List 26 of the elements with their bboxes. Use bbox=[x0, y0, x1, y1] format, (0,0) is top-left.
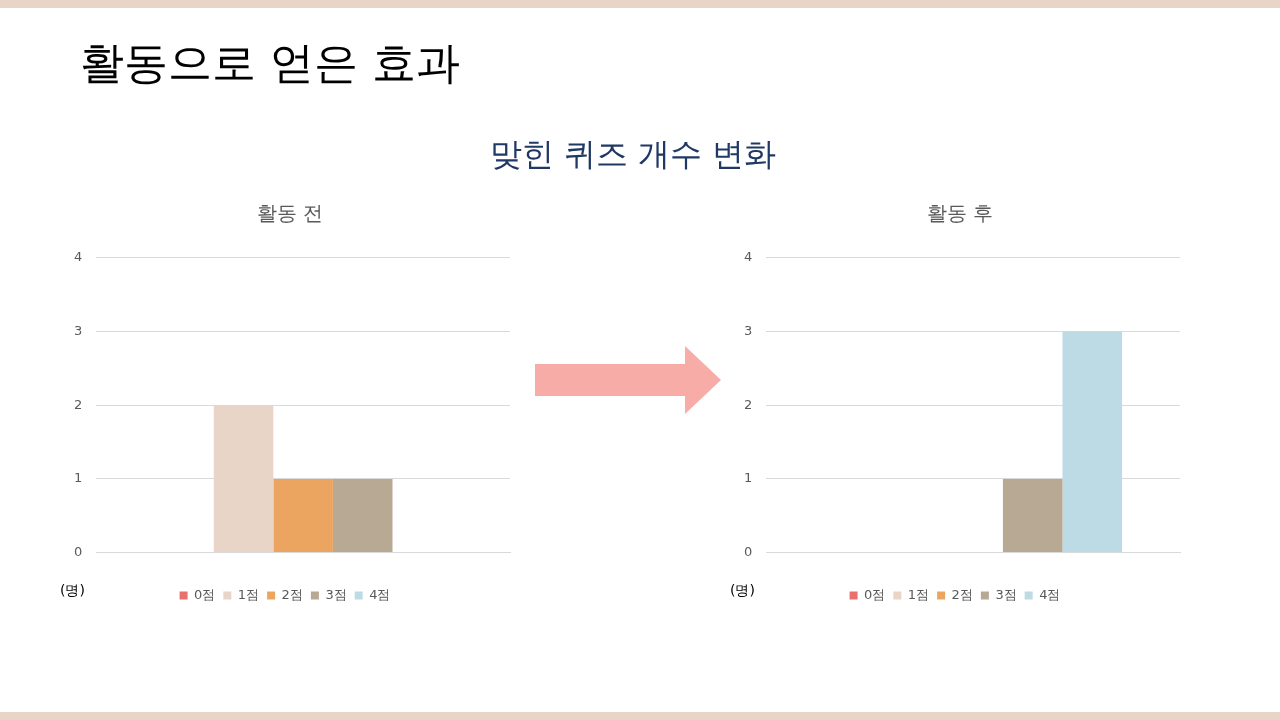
text: 활동으로 얻은 효과 bbox=[80, 36, 460, 90]
y-tick-label: 2 bbox=[743, 396, 753, 412]
y-tick-label: 0 bbox=[73, 543, 83, 559]
legend-label: 2점 bbox=[951, 586, 973, 602]
chart-title: 활동 후 bbox=[925, 200, 995, 227]
y-tick-label: 3 bbox=[743, 322, 753, 338]
legend-label: 4점 bbox=[1039, 586, 1061, 602]
chart-title: 활동 전 bbox=[255, 200, 325, 227]
legend-label: 3점 bbox=[995, 586, 1017, 602]
legend-label: 3점 bbox=[325, 586, 347, 602]
legend-label: 0점 bbox=[194, 586, 216, 602]
legend-label: 1점 bbox=[237, 586, 260, 602]
y-tick-label: 4 bbox=[73, 249, 83, 265]
y-axis-title: (명) bbox=[60, 582, 85, 600]
legend-label: 0점 bbox=[864, 586, 886, 602]
text: 맞힌 퀴즈 개수 변화 bbox=[488, 134, 778, 175]
legend-label: 2점 bbox=[281, 586, 303, 602]
y-tick-label: 2 bbox=[73, 396, 83, 412]
y-tick-label: 1 bbox=[73, 470, 83, 486]
legend-label: 4점 bbox=[369, 586, 391, 602]
legend-label: 1점 bbox=[907, 586, 930, 602]
y-tick-label: 0 bbox=[743, 543, 753, 559]
y-tick-label: 1 bbox=[743, 470, 753, 486]
y-axis-title: (명) bbox=[730, 582, 755, 600]
y-tick-label: 4 bbox=[743, 249, 753, 265]
y-tick-label: 3 bbox=[73, 322, 83, 338]
